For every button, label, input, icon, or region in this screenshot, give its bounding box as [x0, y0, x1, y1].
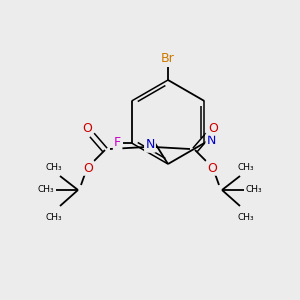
Text: CH₃: CH₃	[38, 185, 54, 194]
Text: CH₃: CH₃	[238, 212, 254, 221]
Text: N: N	[207, 134, 216, 148]
Text: O: O	[82, 122, 92, 134]
Text: F: F	[114, 136, 121, 149]
Text: CH₃: CH₃	[46, 212, 62, 221]
Text: CH₃: CH₃	[46, 163, 62, 172]
Text: O: O	[207, 161, 217, 175]
Text: Br: Br	[161, 52, 175, 64]
Text: CH₃: CH₃	[246, 185, 262, 194]
Text: N: N	[145, 139, 155, 152]
Text: O: O	[83, 161, 93, 175]
Text: CH₃: CH₃	[238, 163, 254, 172]
Text: O: O	[208, 122, 218, 134]
